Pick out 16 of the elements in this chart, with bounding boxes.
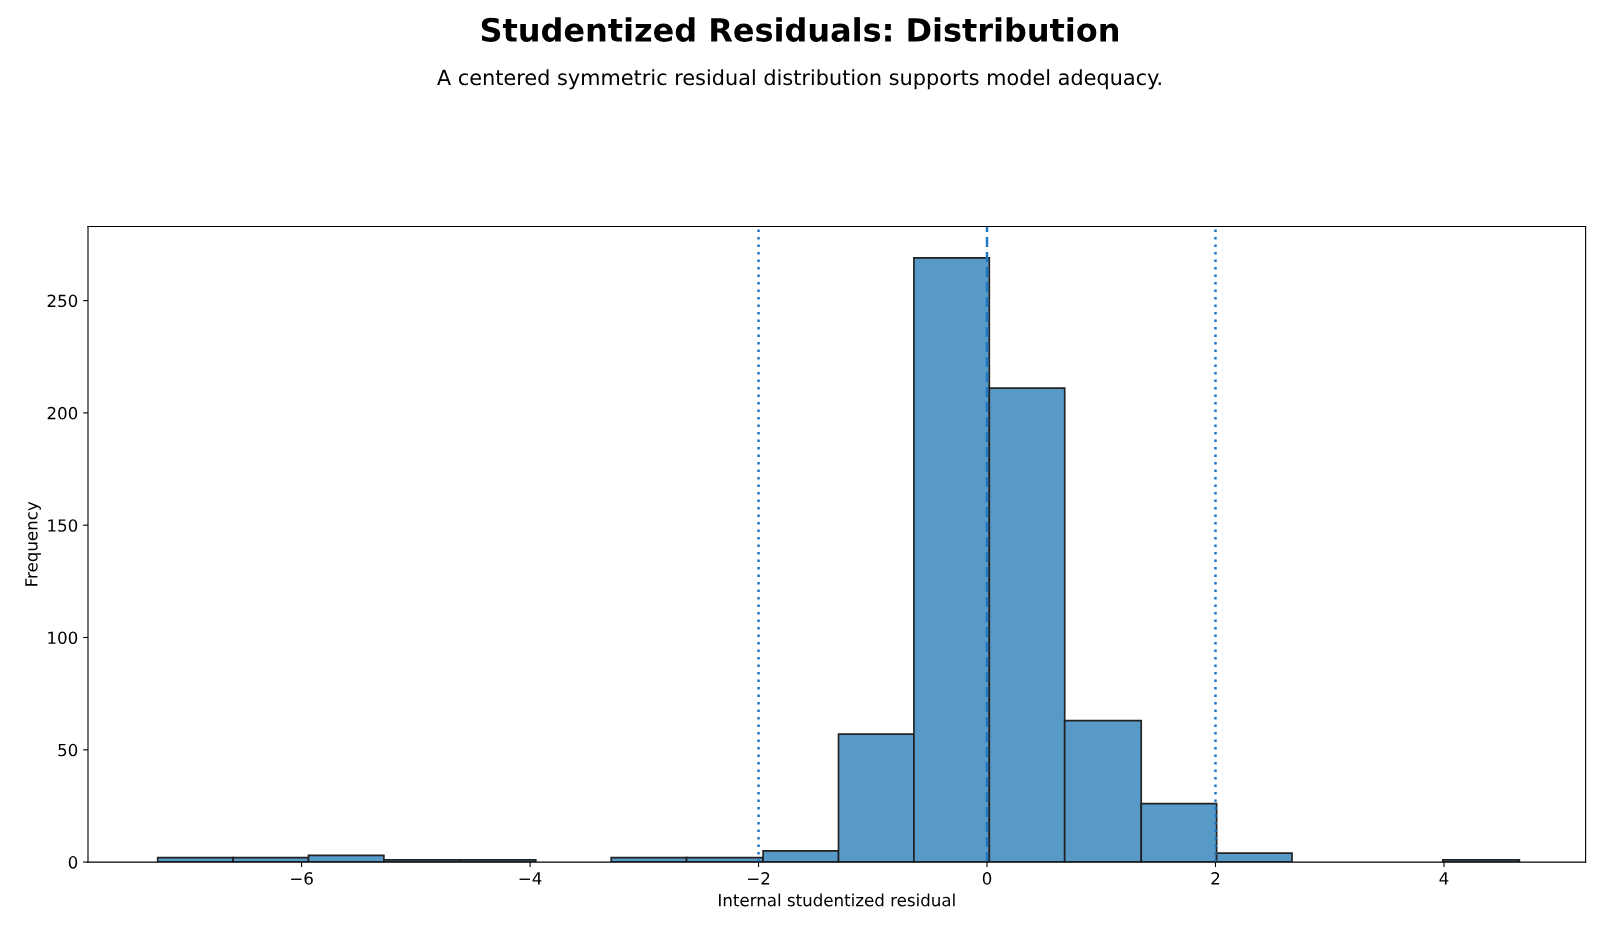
x-tick-label: 4	[1439, 872, 1449, 885]
y-tick-label: 150	[48, 519, 78, 532]
y-tick-label: 50	[58, 743, 78, 757]
chart-title: Studentized Residuals: Distribution	[481, 17, 1118, 42]
y-tick-label: 100	[48, 631, 78, 645]
y-tick-label: 0	[68, 856, 78, 869]
x-tick-label: 2	[1211, 872, 1220, 885]
y-tick-label: 250	[47, 294, 78, 308]
y-tick-label: 200	[47, 406, 78, 420]
x-axis-title: Internal studentized residual	[719, 893, 955, 907]
x-tick-label: −2	[748, 872, 770, 885]
chart-subtitle: A centered symmetric residual distribution supports model adequacy.	[437, 69, 1161, 90]
x-tick-label: 0	[982, 872, 992, 885]
y-axis-title: Frequency	[25, 501, 41, 586]
x-tick-label: −6	[291, 872, 313, 885]
x-tick-label: −4	[519, 872, 542, 885]
